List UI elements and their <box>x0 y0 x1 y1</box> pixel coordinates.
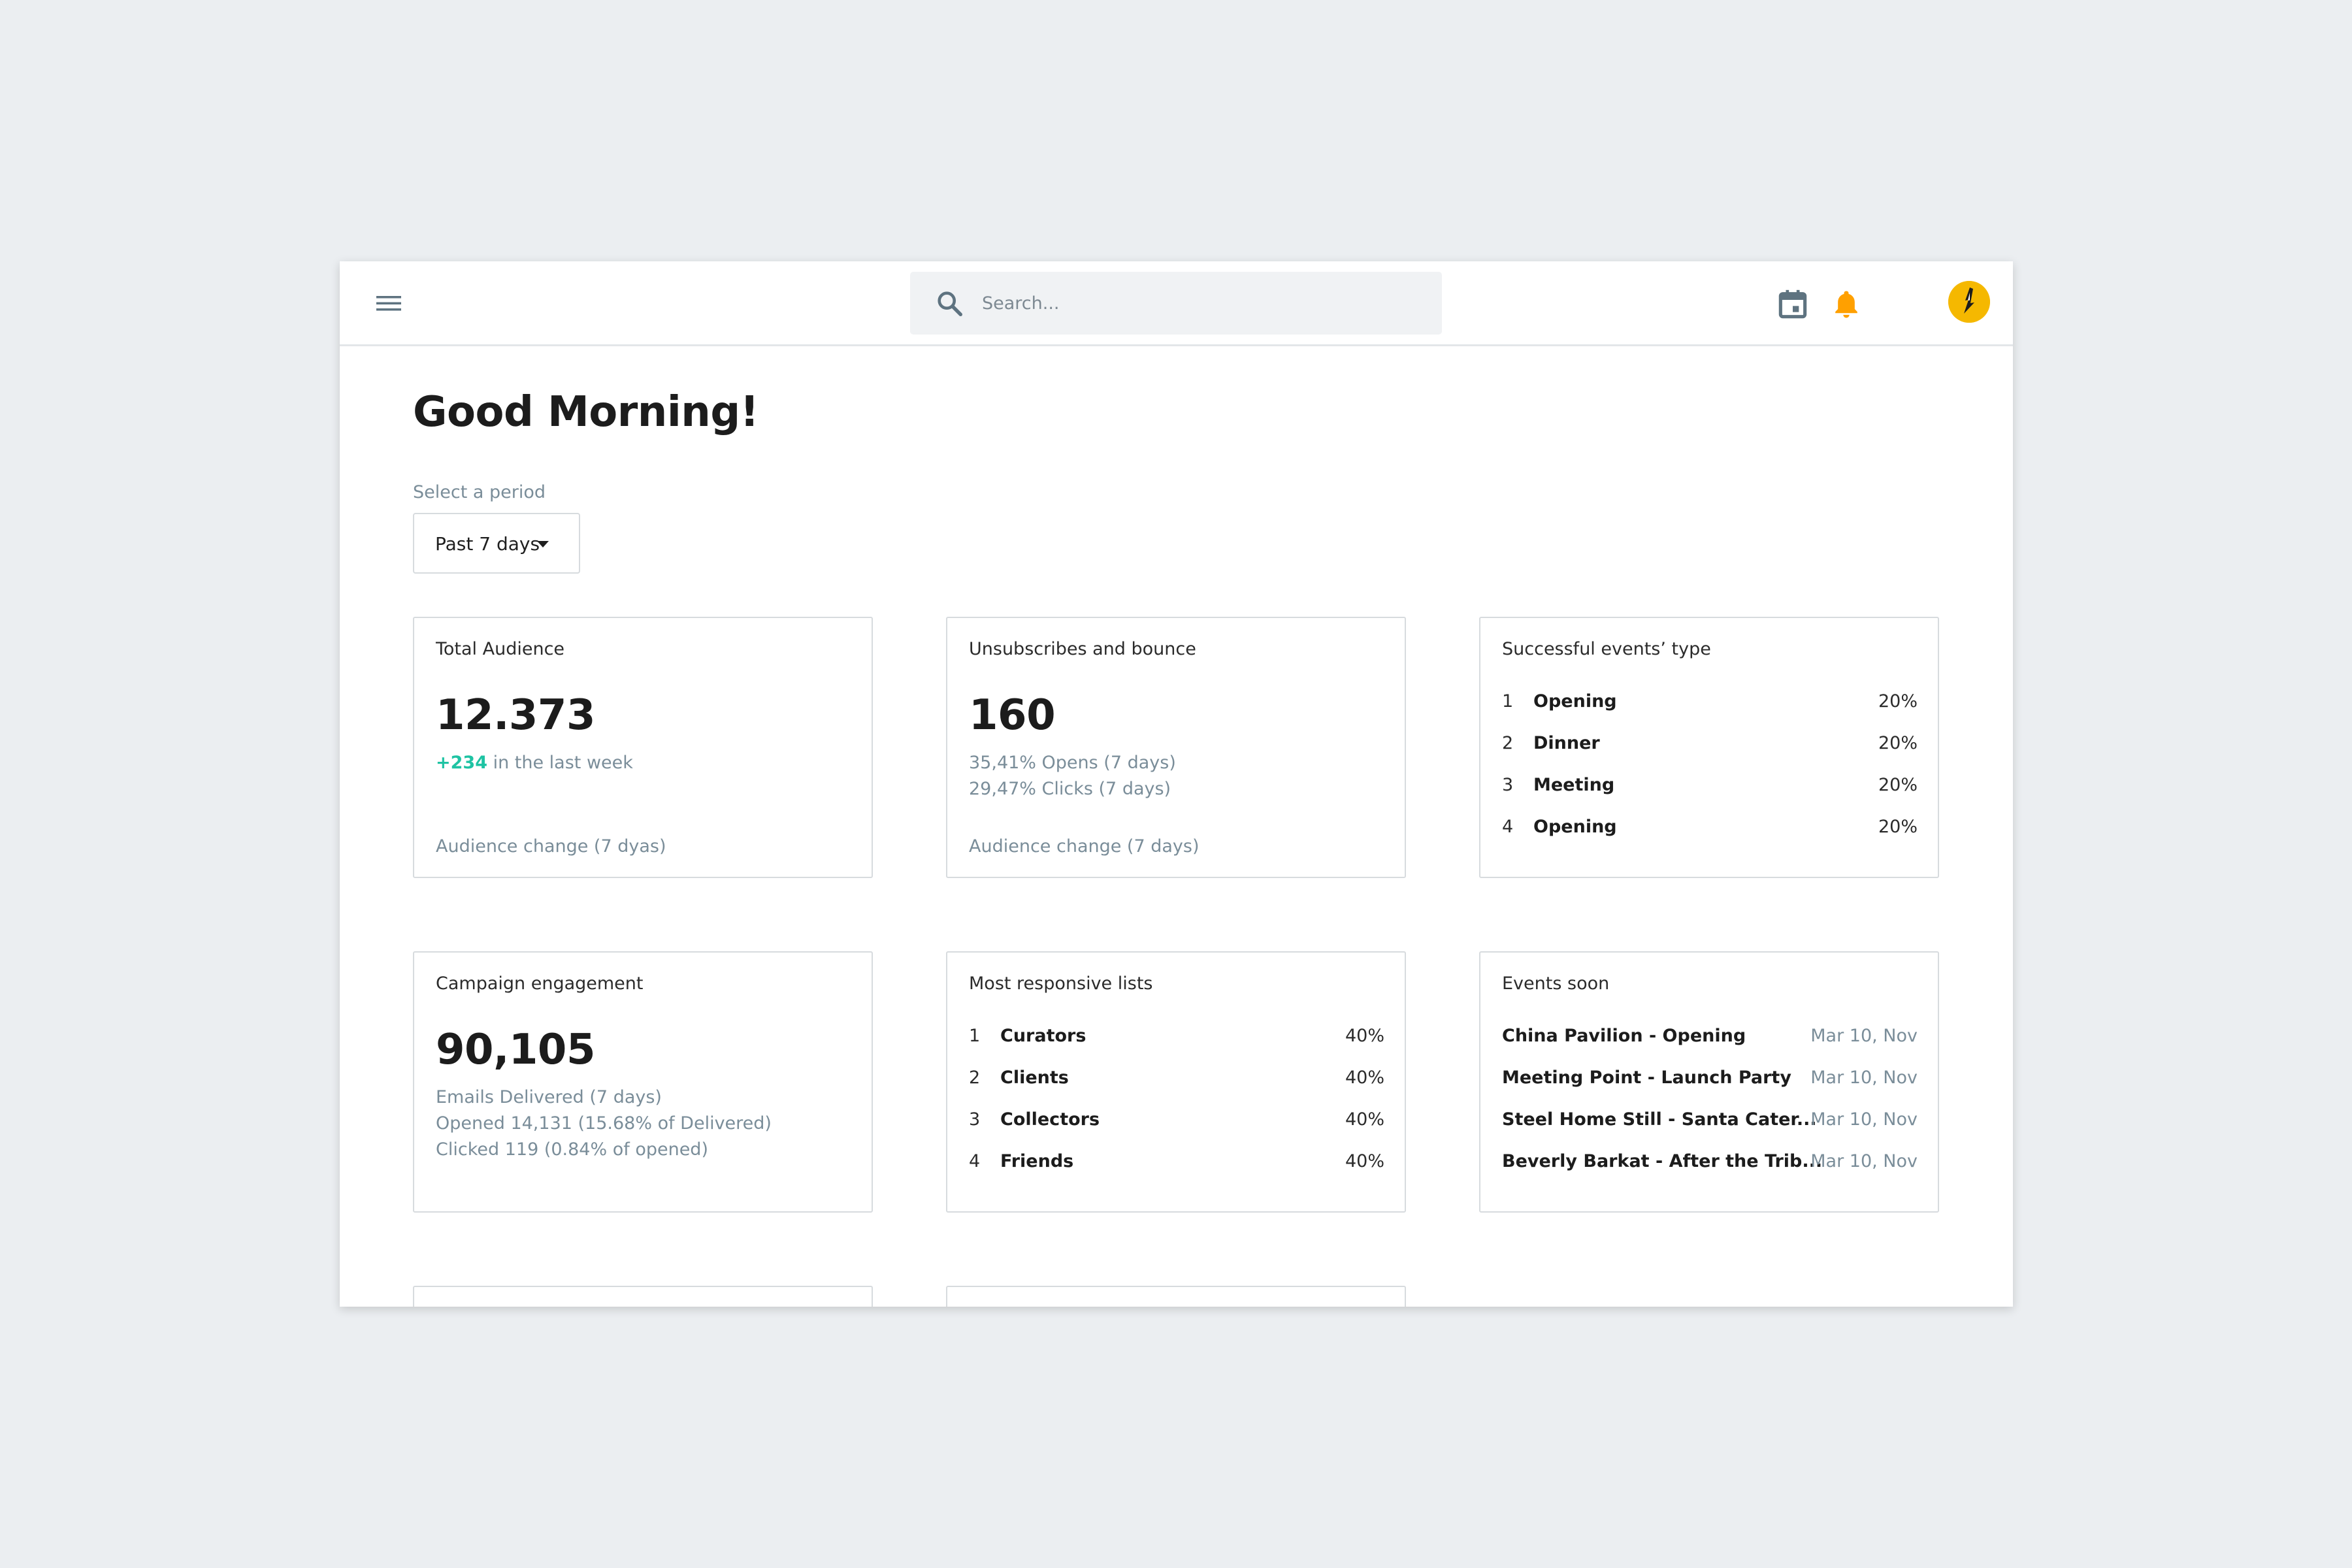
partial-card <box>946 1286 1406 1307</box>
responsive-lists-card: Most responsive lists 1 Curators 40% 2 C… <box>946 951 1406 1213</box>
event-item[interactable]: Meeting Point - Launch Party Mar 10, Nov <box>1502 1068 1918 1094</box>
menu-icon[interactable] <box>363 287 414 319</box>
unsubscribes-value: 160 <box>969 691 1056 740</box>
list-item: 4 Friends 40% <box>969 1151 1384 1177</box>
opened-stat: Opened 14,131 (15.68% of Delivered) <box>436 1113 772 1134</box>
item-percent: 40% <box>1345 1151 1384 1171</box>
item-index: 2 <box>969 1068 981 1088</box>
event-item[interactable]: Beverly Barkat - After the Trib... Mar 1… <box>1502 1151 1918 1177</box>
search-input[interactable] <box>982 272 1426 335</box>
item-name: Collectors <box>1000 1109 1100 1130</box>
item-index: 2 <box>1502 733 1514 753</box>
caret-down-icon <box>537 541 549 547</box>
event-name: Steel Home Still - Santa Cater... <box>1502 1109 1817 1130</box>
card-title: Unsubscribes and bounce <box>969 639 1196 659</box>
list-item: 2 Clients 40% <box>969 1068 1384 1094</box>
audience-delta: +234 in the last week <box>436 753 633 773</box>
bell-icon[interactable] <box>1828 286 1865 323</box>
calendar-icon[interactable] <box>1774 286 1811 323</box>
item-percent: 20% <box>1878 817 1918 837</box>
item-name: Meeting <box>1533 775 1615 795</box>
item-percent: 20% <box>1878 691 1918 711</box>
top-bar <box>340 261 2013 346</box>
app-window: Good Morning! Select a period Past 7 day… <box>340 261 2013 1307</box>
list-item: 3 Meeting 20% <box>1502 775 1918 801</box>
event-name: Meeting Point - Launch Party <box>1502 1068 1791 1088</box>
item-name: Friends <box>1000 1151 1074 1171</box>
unsubscribes-card: Unsubscribes and bounce 160 35,41% Opens… <box>946 617 1406 878</box>
list-item: 1 Curators 40% <box>969 1026 1384 1052</box>
events-soon-card: Events soon China Pavilion - Opening Mar… <box>1479 951 1939 1213</box>
partial-card <box>413 1286 873 1307</box>
card-title: Most responsive lists <box>969 973 1153 994</box>
item-name: Clients <box>1000 1068 1069 1088</box>
card-title: Successful events’ type <box>1502 639 1711 659</box>
total-audience-value: 12.373 <box>436 691 595 740</box>
avatar-icon <box>1948 281 1990 323</box>
item-name: Curators <box>1000 1026 1086 1046</box>
total-audience-card: Total Audience 12.373 +234 in the last w… <box>413 617 873 878</box>
card-footer: Audience change (7 dyas) <box>436 836 666 857</box>
search-bar <box>910 272 1442 335</box>
event-date: Mar 10, Nov <box>1810 1068 1918 1088</box>
item-percent: 20% <box>1878 775 1918 795</box>
event-date: Mar 10, Nov <box>1810 1109 1918 1130</box>
delta-value: +234 <box>436 753 487 773</box>
card-footer: Audience change (7 days) <box>969 836 1200 857</box>
event-name: Beverly Barkat - After the Trib... <box>1502 1151 1823 1171</box>
campaign-engagement-card: Campaign engagement 90,105 Emails Delive… <box>413 951 873 1213</box>
period-select[interactable]: Past 7 days <box>413 513 580 574</box>
opens-stat: 35,41% Opens (7 days) <box>969 753 1176 773</box>
campaign-value: 90,105 <box>436 1026 595 1074</box>
period-label: Select a period <box>413 482 546 502</box>
page-title: Good Morning! <box>413 388 759 436</box>
avatar[interactable] <box>1948 281 1990 323</box>
item-index: 3 <box>969 1109 981 1130</box>
period-value: Past 7 days <box>435 533 540 555</box>
list-item: 4 Opening 20% <box>1502 817 1918 843</box>
card-title: Total Audience <box>436 639 565 659</box>
item-index: 1 <box>969 1026 981 1046</box>
list-item: 2 Dinner 20% <box>1502 733 1918 759</box>
delivered-stat: Emails Delivered (7 days) <box>436 1087 662 1107</box>
item-index: 1 <box>1502 691 1514 711</box>
event-item[interactable]: Steel Home Still - Santa Cater... Mar 10… <box>1502 1109 1918 1135</box>
card-title: Campaign engagement <box>436 973 644 994</box>
clicks-stat: 29,47% Clicks (7 days) <box>969 779 1171 799</box>
item-name: Opening <box>1533 691 1617 711</box>
list-item: 3 Collectors 40% <box>969 1109 1384 1135</box>
event-item[interactable]: China Pavilion - Opening Mar 10, Nov <box>1502 1026 1918 1052</box>
item-percent: 40% <box>1345 1068 1384 1088</box>
item-name: Dinner <box>1533 733 1600 753</box>
event-name: China Pavilion - Opening <box>1502 1026 1746 1046</box>
item-percent: 20% <box>1878 733 1918 753</box>
item-percent: 40% <box>1345 1109 1384 1130</box>
list-item: 1 Opening 20% <box>1502 691 1918 717</box>
clicked-stat: Clicked 119 (0.84% of opened) <box>436 1139 708 1160</box>
events-type-card: Successful events’ type 1 Opening 20% 2 … <box>1479 617 1939 878</box>
search-icon <box>938 291 962 316</box>
item-index: 4 <box>1502 817 1514 837</box>
item-index: 4 <box>969 1151 981 1171</box>
delta-text: in the last week <box>487 753 633 773</box>
event-date: Mar 10, Nov <box>1810 1026 1918 1046</box>
item-percent: 40% <box>1345 1026 1384 1046</box>
item-index: 3 <box>1502 775 1514 795</box>
event-date: Mar 10, Nov <box>1810 1151 1918 1171</box>
card-title: Events soon <box>1502 973 1610 994</box>
item-name: Opening <box>1533 817 1617 837</box>
